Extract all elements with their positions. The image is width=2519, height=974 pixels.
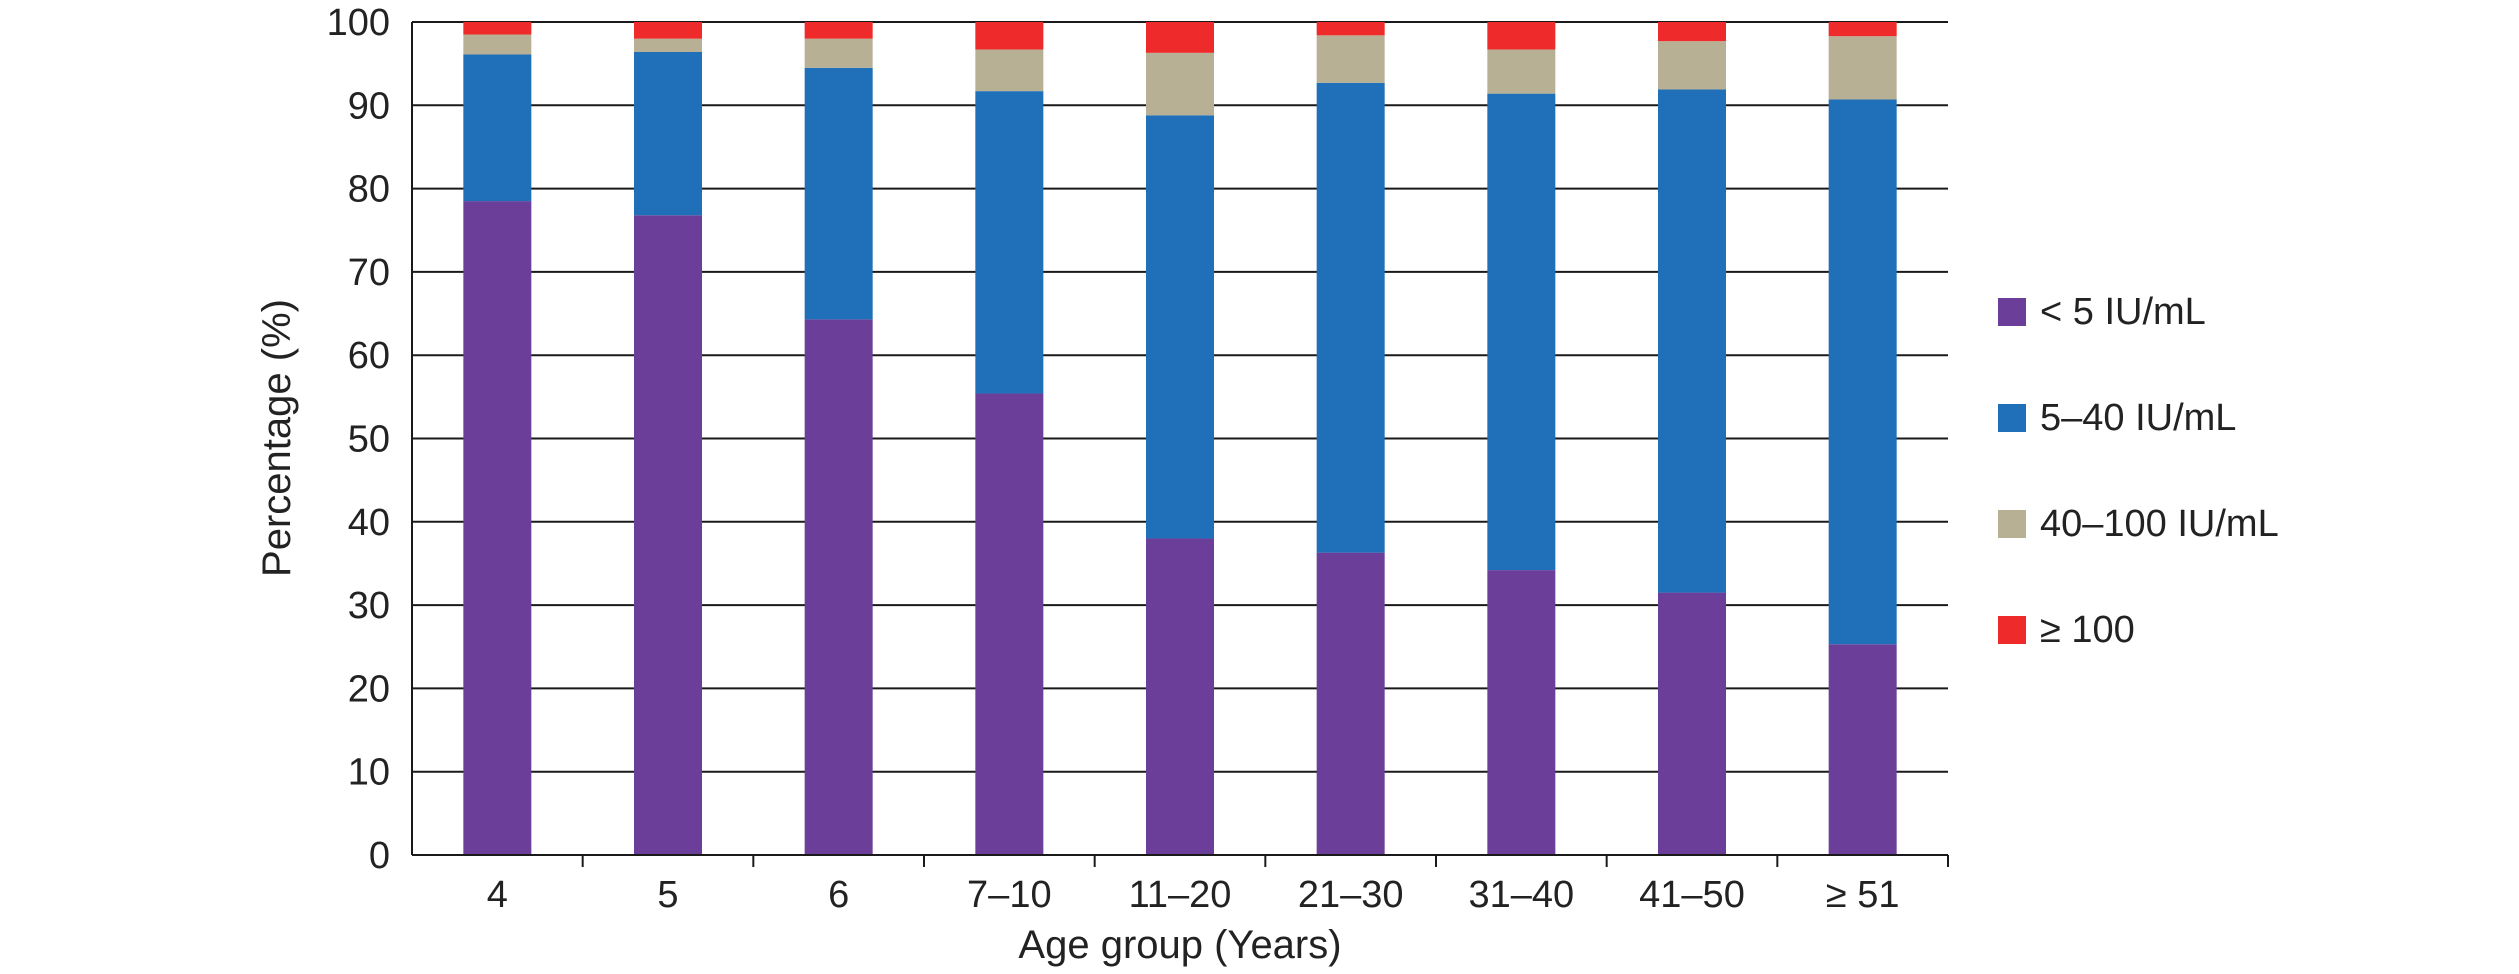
y-tick-label: 90 — [348, 85, 390, 127]
x-tick-label: 11–20 — [1129, 874, 1232, 916]
bar-segment — [975, 393, 1044, 855]
y-tick-label: 70 — [348, 252, 390, 294]
bar-segment — [1316, 35, 1385, 83]
x-tick-label: 21–30 — [1298, 874, 1404, 916]
y-axis-title: Percentage (%) — [255, 299, 299, 577]
y-tick-label: 0 — [369, 835, 390, 877]
x-tick-label: 5 — [657, 874, 678, 916]
x-tick-label: 31–40 — [1468, 874, 1574, 916]
bar-segment — [1487, 570, 1556, 855]
bar-segment — [634, 215, 702, 856]
y-tick-label: 40 — [348, 502, 390, 544]
bar-segment — [975, 91, 1044, 394]
bar-segment — [804, 22, 873, 39]
y-tick-label: 20 — [348, 668, 390, 710]
bar-segment — [1316, 22, 1385, 36]
x-tick-label: 6 — [828, 874, 849, 916]
bar-segment — [1316, 82, 1385, 553]
bar-segment — [1146, 538, 1214, 855]
legend-swatch — [1998, 510, 2026, 538]
bar-segment — [1658, 592, 1726, 855]
y-tick-label: 100 — [327, 2, 390, 44]
bar-segment — [804, 319, 873, 856]
y-tick-label: 50 — [348, 419, 390, 461]
legend-label: ≥ 100 — [2040, 609, 2135, 651]
x-tick-label: 4 — [487, 874, 508, 916]
legend: < 5 IU/mL 5–40 IU/mL 40–100 IU/mL ≥ 100 — [1998, 291, 2279, 651]
y-tick-label: 80 — [348, 169, 390, 211]
bar-segment — [1316, 552, 1385, 855]
x-tick-label: 41–50 — [1639, 874, 1745, 916]
x-tick-label: ≥ 51 — [1826, 874, 1900, 916]
bar-segment — [1658, 41, 1726, 90]
y-tick-label: 60 — [348, 335, 390, 377]
bar-segment — [634, 38, 702, 52]
bar-segment — [463, 201, 532, 856]
bar-segment — [804, 67, 873, 320]
bar-segment — [634, 22, 702, 39]
bar-segment — [1828, 99, 1897, 645]
bar-segment — [1146, 115, 1214, 539]
axes — [411, 22, 1949, 867]
bar-segment — [1146, 52, 1214, 116]
bar-segment — [1146, 22, 1214, 53]
x-tick-label: 7–10 — [967, 874, 1052, 916]
bar-segment — [463, 34, 532, 55]
bar-segment — [1487, 93, 1556, 571]
bar-segment — [1487, 22, 1556, 50]
bar-segment — [975, 49, 1044, 92]
legend-swatch — [1998, 298, 2026, 326]
bar-segment — [463, 22, 532, 35]
y-tick-label: 10 — [348, 752, 390, 794]
y-tick-label: 30 — [348, 585, 390, 627]
legend-swatch — [1998, 616, 2026, 644]
x-axis-title: Age group (Years) — [1018, 923, 1341, 967]
legend-swatch — [1998, 404, 2026, 432]
legend-label: 5–40 IU/mL — [2040, 397, 2236, 439]
bar-segment — [1828, 644, 1897, 855]
bar-segment — [463, 54, 532, 202]
bar-segment — [1658, 89, 1726, 593]
bar-segment — [1658, 22, 1726, 42]
bar-segment — [1828, 22, 1897, 37]
legend-label: 40–100 IU/mL — [2040, 503, 2279, 545]
bars — [463, 22, 1897, 856]
bar-segment — [1828, 36, 1897, 100]
bar-segment — [1487, 49, 1556, 94]
tick-labels: 0 10 20 30 40 50 60 70 80 90 100 4 5 6 7–10 11–20 21–30 3… — [327, 2, 1900, 916]
bar-segment — [804, 38, 873, 68]
bar-segment — [975, 22, 1044, 50]
legend-label: < 5 IU/mL — [2040, 291, 2206, 333]
bar-segment — [634, 51, 702, 216]
